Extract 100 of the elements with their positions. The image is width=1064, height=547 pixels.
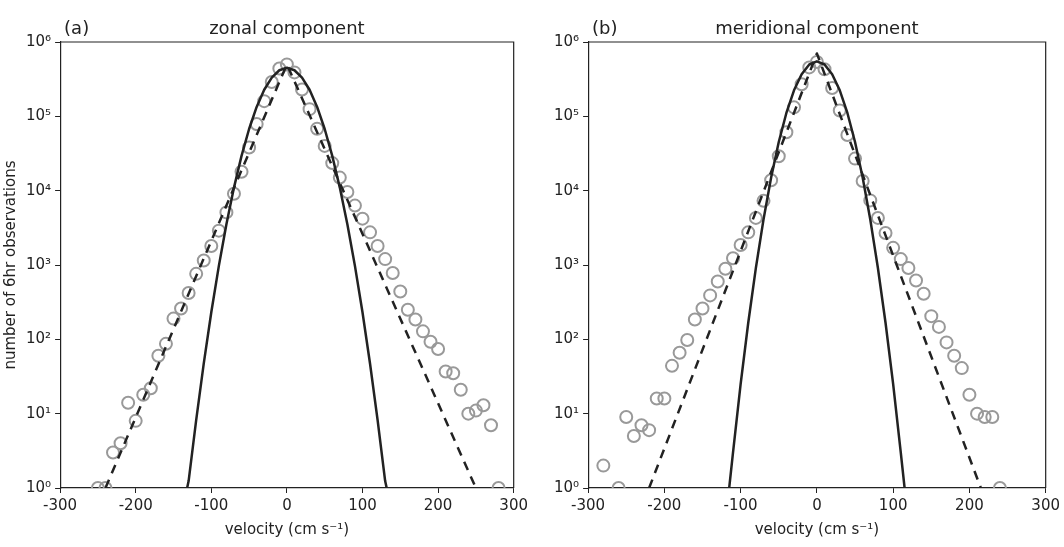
point (347, 198, 362, 213)
y-tick-label: 10³ (553, 254, 580, 273)
y-tick-label: 10⁶ (553, 31, 580, 50)
point (415, 324, 430, 339)
point (249, 116, 264, 131)
point (703, 288, 718, 303)
x-tick-label: 300 (1031, 495, 1061, 514)
point (355, 211, 370, 226)
point (794, 77, 809, 92)
point (295, 82, 310, 97)
y-tick-label: 10⁶ (25, 31, 52, 50)
point (363, 225, 378, 240)
point (870, 210, 885, 225)
point (136, 387, 151, 402)
x-tick-label: 0 (282, 495, 292, 514)
x-axis-title: velocity (cm s⁻¹) (754, 519, 880, 538)
point (970, 406, 985, 421)
point (181, 286, 196, 301)
point (939, 335, 954, 350)
point (189, 266, 204, 281)
point (317, 138, 332, 153)
point (128, 413, 143, 428)
point (370, 239, 385, 254)
point (893, 252, 908, 267)
x-tick-label: -300 (571, 495, 606, 514)
x-tick-label: 200 (423, 495, 453, 514)
point (310, 121, 325, 136)
point (909, 273, 924, 288)
y-tick-label: 10⁰ (25, 477, 52, 496)
x-tick-label: 300 (499, 495, 529, 514)
point (962, 387, 977, 402)
point (710, 274, 725, 289)
point (924, 309, 939, 324)
y-tick-label: 10⁵ (25, 106, 52, 125)
y-tick-label: 10¹ (553, 403, 580, 422)
point (158, 336, 173, 351)
point (779, 125, 794, 140)
point (106, 445, 121, 460)
point (423, 334, 438, 349)
point (438, 364, 453, 379)
point (664, 358, 679, 373)
point (817, 62, 832, 77)
point (954, 361, 969, 376)
point (931, 319, 946, 334)
point (332, 170, 347, 185)
point (672, 345, 687, 360)
point (476, 398, 491, 413)
point (211, 223, 226, 238)
point (408, 312, 423, 327)
point (166, 311, 181, 326)
y-tick-label: 10⁵ (553, 106, 580, 125)
point (279, 57, 294, 72)
x-tick-label: -300 (43, 495, 78, 514)
point (446, 366, 461, 381)
y-tick-label: 10⁴ (553, 180, 580, 199)
point (174, 301, 189, 316)
x-tick-label: 100 (878, 495, 908, 514)
point (287, 65, 302, 80)
point (886, 240, 901, 255)
chart-title: zonal component (209, 16, 365, 38)
point (204, 239, 219, 254)
point (748, 210, 763, 225)
point (121, 395, 136, 410)
x-axis-title: velocity (cm s⁻¹) (224, 519, 350, 538)
point (143, 381, 158, 396)
text: (a) (64, 16, 90, 38)
point (484, 418, 499, 433)
y-tick-label: 10¹ (25, 403, 52, 422)
y-tick-label: 10⁴ (25, 180, 52, 199)
point (151, 348, 166, 363)
point (657, 391, 672, 406)
point (400, 302, 415, 317)
point (726, 251, 740, 266)
point (764, 173, 779, 188)
point (977, 410, 992, 425)
x-tick-label: -200 (647, 495, 682, 514)
point (226, 186, 241, 201)
y-tick-label: 10³ (25, 254, 52, 273)
point (453, 382, 468, 397)
point (596, 458, 611, 473)
point (718, 261, 733, 276)
text: (b) (592, 16, 618, 38)
point (771, 149, 786, 164)
point (741, 225, 756, 240)
y-tick-label: 10² (25, 329, 52, 348)
point (242, 140, 257, 155)
point (461, 406, 476, 421)
point (855, 173, 870, 188)
point (340, 184, 355, 199)
point (113, 436, 128, 451)
point (985, 410, 1000, 425)
chart-title: meridional component (715, 16, 919, 38)
point (863, 193, 878, 208)
point (802, 60, 817, 75)
point (196, 253, 211, 268)
point (219, 205, 234, 220)
point (378, 252, 393, 267)
point (947, 348, 962, 363)
point (809, 54, 824, 69)
point (634, 418, 649, 433)
